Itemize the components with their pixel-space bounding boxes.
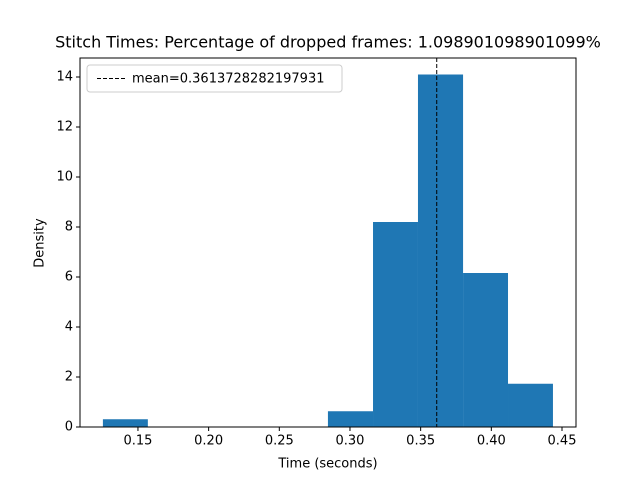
bar: [102, 419, 148, 427]
bar: [508, 383, 553, 427]
y-tick-label: 12: [56, 120, 73, 135]
y-tick-label: 6: [65, 270, 73, 285]
x-tick-label: 0.45: [548, 434, 577, 449]
x-axis-label: Time (seconds): [277, 457, 377, 472]
x-tick-label: 0.30: [336, 434, 365, 449]
y-tick-label: 8: [65, 220, 73, 235]
x-tick-label: 0.40: [477, 434, 506, 449]
y-axis-label: Density: [33, 218, 48, 268]
y-tick-label: 14: [56, 70, 73, 85]
bar: [417, 74, 464, 427]
y-tick-label: 10: [56, 170, 73, 185]
x-tick-label: 0.25: [265, 434, 294, 449]
y-tick-label: 0: [65, 420, 73, 435]
x-tick-label: 0.15: [123, 434, 152, 449]
y-tick-label: 4: [65, 320, 73, 335]
plot-frame: [79, 57, 577, 428]
y-tick-label: 2: [65, 370, 73, 385]
x-tick-label: 0.35: [406, 434, 435, 449]
bar: [373, 222, 418, 427]
x-tick-label: 0.20: [194, 434, 223, 449]
bar: [327, 411, 374, 427]
bar: [463, 273, 509, 427]
legend-label: mean=0.3613728282197931: [132, 72, 325, 87]
chart-title: Stitch Times: Percentage of dropped fram…: [55, 33, 601, 52]
legend-box: [86, 64, 343, 93]
